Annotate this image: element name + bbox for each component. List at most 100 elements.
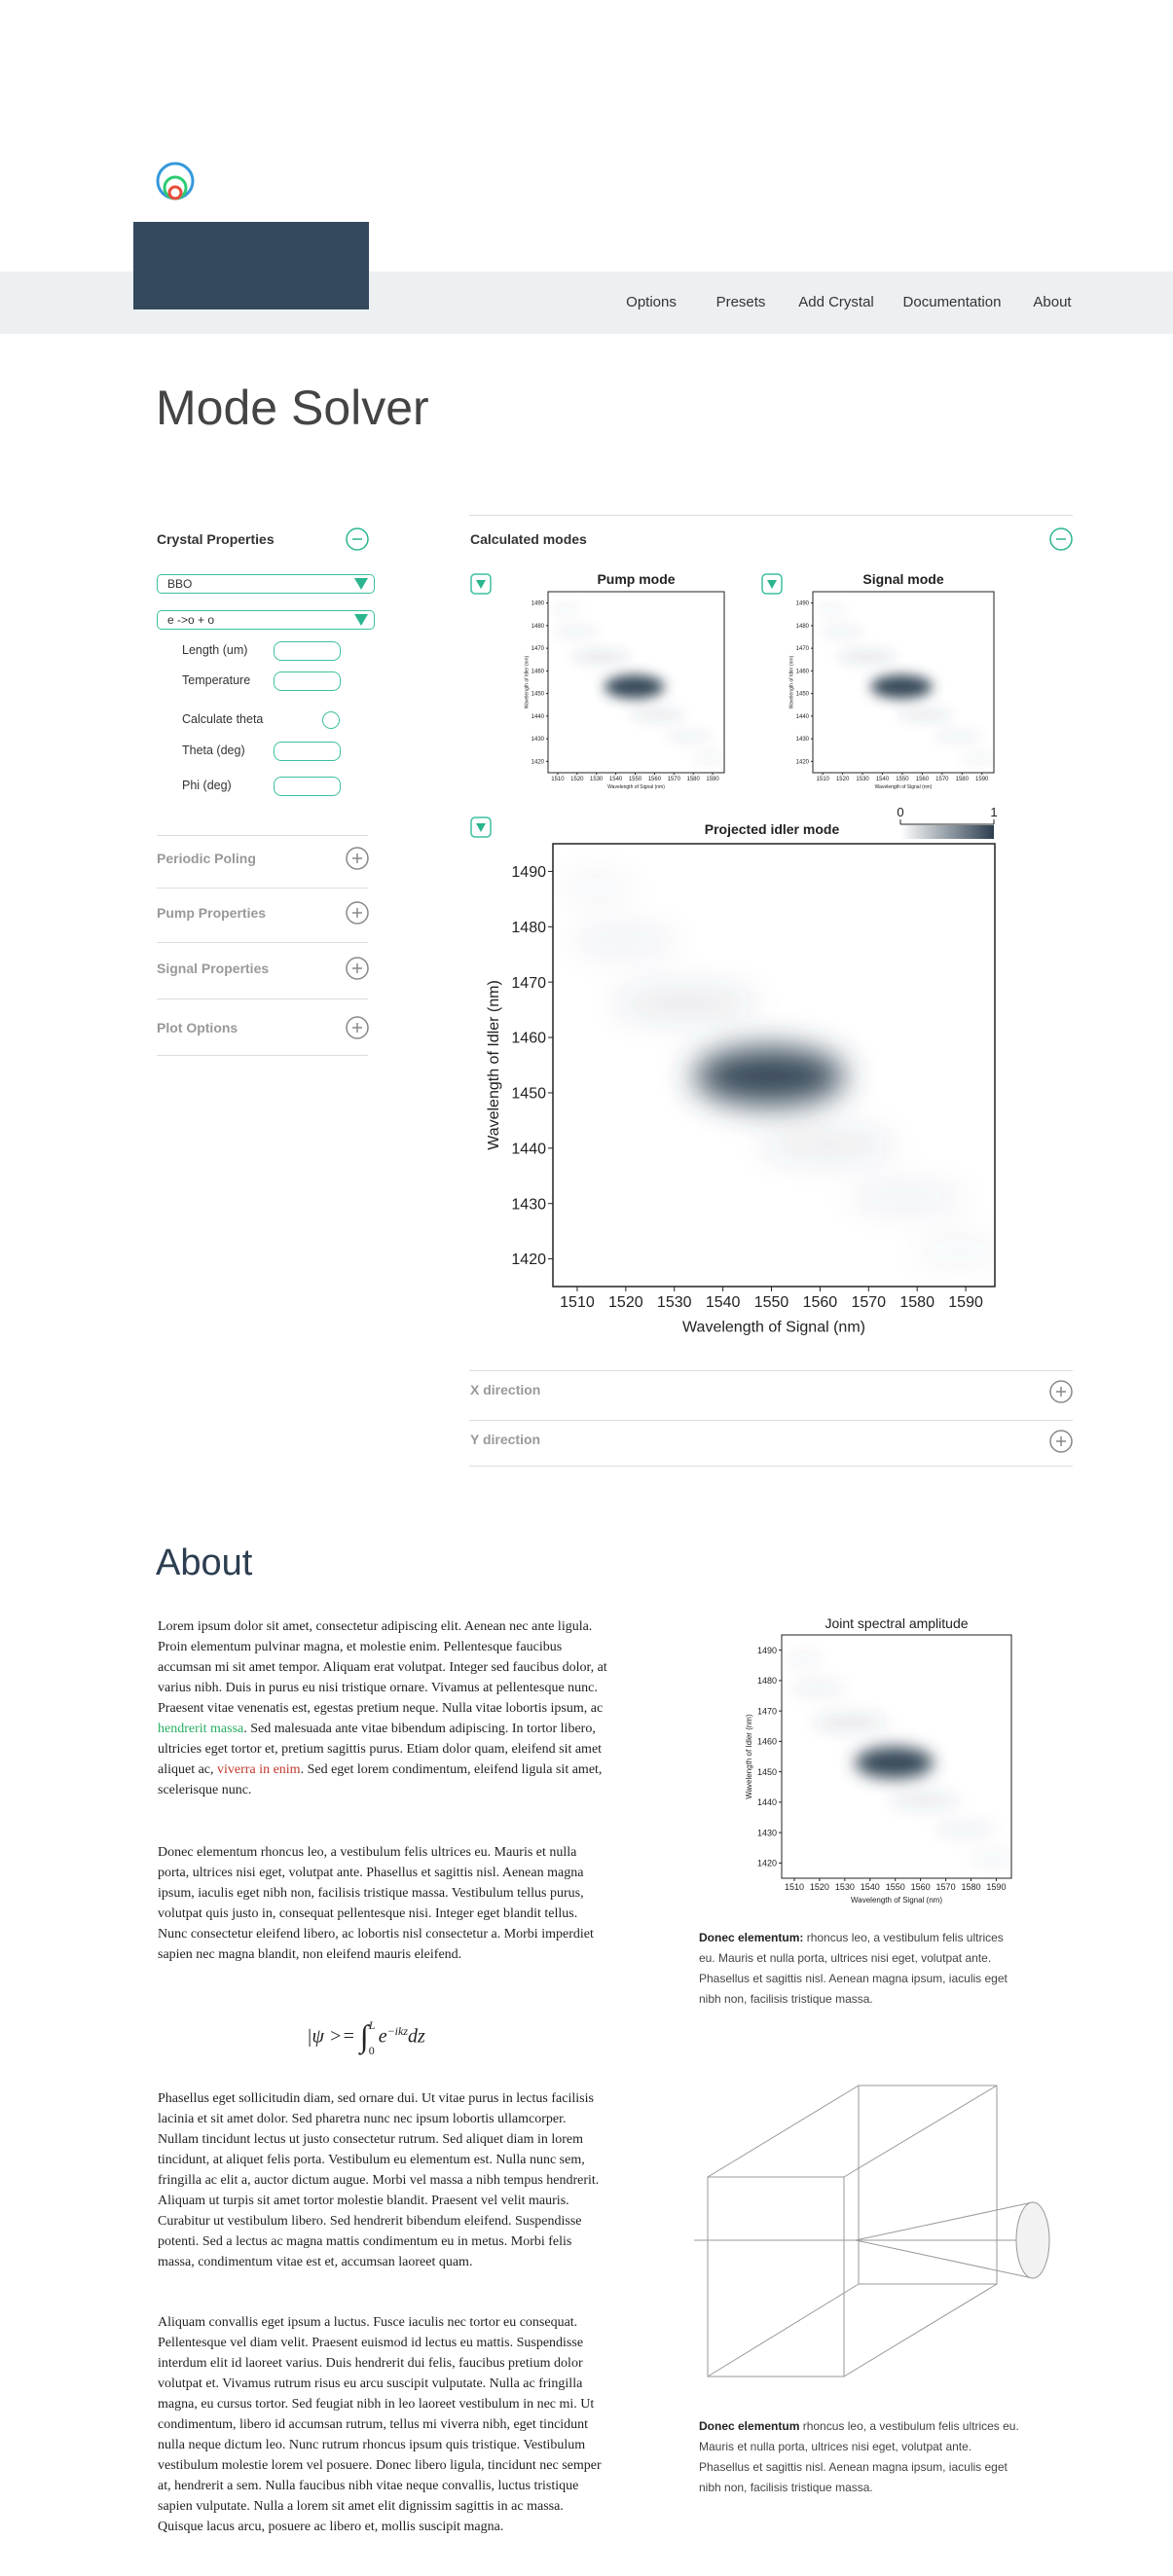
intensity-blob	[814, 1714, 888, 1731]
intensity-blob	[572, 650, 630, 664]
plot-title: Projected idler mode	[705, 821, 840, 837]
intensity-blob	[934, 731, 981, 743]
heatmap-field	[562, 874, 995, 1265]
y-tick-label: 1490	[532, 601, 545, 607]
x-tick-label: 1530	[835, 1882, 855, 1892]
paragraph: Phasellus eget sollicitudin diam, sed or…	[158, 2091, 600, 2269]
dropdown-toggle[interactable]	[470, 573, 492, 595]
divider	[469, 515, 1073, 516]
x-tick-label: 1550	[896, 777, 909, 782]
y-tick-label: 1480	[511, 920, 546, 936]
section-heading[interactable]: Y direction	[470, 1432, 541, 1447]
intensity-blob	[604, 674, 665, 699]
upper-limit: L	[368, 2018, 376, 2032]
dropdown-toggle[interactable]	[761, 573, 783, 595]
x-tick-label: 1590	[706, 777, 719, 782]
y-tick-label: 1470	[796, 646, 810, 652]
colorbar-tick-label: 0	[897, 805, 903, 819]
y-tick-label: 1430	[532, 737, 545, 743]
expand-button[interactable]	[1049, 1380, 1073, 1403]
x-tick-label: 1530	[657, 1294, 692, 1311]
y-tick-label: 1430	[796, 737, 810, 743]
intensity-blob	[555, 626, 598, 637]
x-tick-label: 1520	[810, 1882, 829, 1892]
link[interactable]: hendrerit massa	[158, 1722, 244, 1736]
nav-link[interactable]: Presets	[715, 294, 766, 310]
nav-link[interactable]: Documentation	[902, 294, 1002, 310]
expand-button[interactable]	[346, 957, 369, 980]
x-tick-label: 1510	[817, 777, 830, 782]
nav-link[interactable]: Options	[626, 294, 677, 310]
plot-frame	[552, 843, 996, 1288]
x-tick-label: 1580	[899, 1294, 935, 1311]
x-tick-label: 1570	[936, 1882, 956, 1892]
heatmap-field	[786, 1651, 1011, 1867]
text-input[interactable]	[274, 671, 341, 691]
x-tick-label: 1570	[668, 777, 681, 782]
link[interactable]: viverra in enim	[217, 1762, 301, 1777]
collapse-button[interactable]	[346, 527, 369, 551]
paragraph: Aliquam convallis eget ipsum a luctus. F…	[158, 2315, 602, 2534]
x-tick-label: 1570	[935, 777, 949, 782]
dropdown-toggle[interactable]	[470, 816, 492, 838]
lower-limit: 0	[368, 2044, 375, 2057]
section-heading[interactable]: Signal Properties	[157, 961, 270, 976]
x-axis-label: Wavelength of Signal (nm)	[607, 784, 665, 790]
crystal-select[interactable]: BBO	[157, 574, 375, 594]
x-tick-label: 1560	[648, 777, 662, 782]
text-input[interactable]	[274, 777, 341, 796]
x-tick-label: 1560	[911, 1882, 931, 1892]
expand-button[interactable]	[346, 1016, 369, 1039]
interaction-select[interactable]: e ->o + o	[157, 610, 375, 630]
divider	[157, 835, 368, 836]
section-heading[interactable]: Pump Properties	[157, 905, 267, 921]
y-axis-label: Wavelength of Idler (nm)	[745, 1714, 753, 1799]
y-tick-label: 1460	[532, 669, 545, 674]
x-tick-label: 1590	[975, 777, 989, 782]
y-tick-label: 1450	[532, 692, 545, 698]
heatmap	[816, 604, 994, 764]
y-tick-label: 1490	[757, 1646, 777, 1655]
text: . Sed eget lorem condimentum, eleifend l…	[158, 1762, 603, 1797]
x-tick-label: 1570	[851, 1294, 886, 1311]
y-tick-label: 1440	[757, 1797, 777, 1807]
text-input[interactable]	[274, 641, 341, 661]
y-tick-label: 1420	[757, 1859, 777, 1869]
heatmap	[562, 874, 995, 1265]
figure-caption: Donec elementum: rhoncus leo, a vestibul…	[699, 1928, 1020, 2010]
section-heading[interactable]: X direction	[470, 1382, 541, 1397]
equation-base: e	[378, 2025, 387, 2048]
nav-link[interactable]: Add Crystal	[798, 294, 874, 310]
text: Lorem ipsum dolor sit amet, consectetur …	[158, 1619, 607, 1716]
nav-link[interactable]: About	[1033, 294, 1072, 310]
y-tick-label: 1450	[511, 1086, 546, 1103]
section-heading[interactable]: Plot Options	[157, 1020, 238, 1035]
expand-button[interactable]	[346, 847, 369, 870]
intensity-blob	[849, 1184, 965, 1212]
about-heading: About	[156, 1542, 253, 1583]
intensity-blob	[889, 1793, 959, 1808]
y-tick-label: 1440	[511, 1141, 546, 1157]
button-ring	[1049, 1380, 1073, 1403]
text-input[interactable]	[274, 742, 341, 761]
collapse-button[interactable]	[1049, 527, 1073, 551]
x-tick-label: 1520	[608, 1294, 643, 1311]
y-tick-label: 1420	[532, 759, 545, 765]
checkbox[interactable]	[322, 711, 340, 729]
intensity-blob	[760, 1131, 894, 1159]
x-tick-label: 1530	[856, 777, 869, 782]
section-heading[interactable]: Periodic Poling	[157, 851, 256, 866]
logo	[156, 162, 195, 200]
button-ring	[346, 1016, 369, 1039]
intensity-blob	[820, 626, 864, 637]
intensity-blob	[631, 708, 684, 721]
plot-frame	[547, 591, 725, 774]
field-label: Theta (deg)	[182, 744, 245, 757]
exponent: −ikz	[386, 2023, 409, 2038]
equation-lhs: |ψ >=	[307, 2025, 355, 2048]
divider	[469, 1370, 1073, 1371]
divider	[469, 1420, 1073, 1421]
expand-button[interactable]	[346, 901, 369, 925]
expand-button[interactable]	[1049, 1430, 1073, 1453]
